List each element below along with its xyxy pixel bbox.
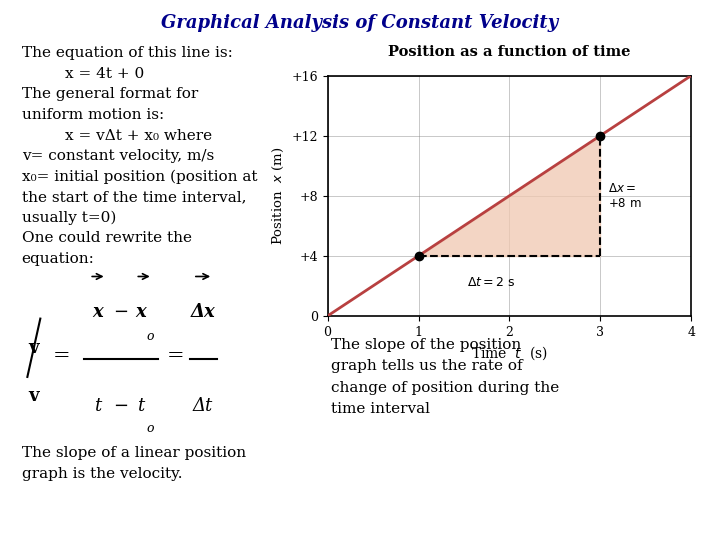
- Text: $\Delta x =$
$+ 8\ \mathrm{m}$: $\Delta x =$ $+ 8\ \mathrm{m}$: [608, 182, 642, 210]
- Text: t: t: [94, 397, 102, 415]
- Text: Δx: Δx: [191, 303, 215, 321]
- Text: The slope of a linear position: The slope of a linear position: [22, 446, 246, 460]
- X-axis label: Time  $t$  (s): Time $t$ (s): [471, 344, 548, 362]
- Text: x₀= initial position (position at: x₀= initial position (position at: [22, 170, 257, 184]
- Polygon shape: [418, 136, 600, 256]
- Text: v: v: [28, 339, 38, 357]
- Text: o: o: [147, 422, 154, 435]
- Text: graph is the velocity.: graph is the velocity.: [22, 467, 182, 481]
- Y-axis label: Position  $x$ (m): Position $x$ (m): [271, 146, 286, 245]
- Text: x: x: [93, 303, 103, 321]
- Text: time interval: time interval: [331, 402, 431, 416]
- Text: equation:: equation:: [22, 252, 94, 266]
- Text: The slope of the position: The slope of the position: [331, 338, 521, 352]
- Text: =: =: [167, 346, 184, 366]
- Text: v= constant velocity, m/s: v= constant velocity, m/s: [22, 149, 214, 163]
- Text: −: −: [113, 303, 129, 321]
- Text: −: −: [113, 397, 129, 415]
- Text: Graphical Analysis of Constant Velocity: Graphical Analysis of Constant Velocity: [161, 14, 559, 31]
- Text: v: v: [28, 387, 38, 406]
- Text: $\Delta t = 2\ \mathrm{s}$: $\Delta t = 2\ \mathrm{s}$: [467, 276, 516, 289]
- Text: Position as a function of time: Position as a function of time: [388, 45, 631, 59]
- Text: t: t: [138, 397, 145, 415]
- Text: The general format for: The general format for: [22, 87, 198, 102]
- Text: the start of the time interval,: the start of the time interval,: [22, 190, 246, 204]
- Text: Δt: Δt: [193, 397, 213, 415]
- Text: =: =: [53, 346, 71, 366]
- Text: x: x: [136, 303, 146, 321]
- Text: x = 4t + 0: x = 4t + 0: [65, 68, 144, 82]
- Text: uniform motion is:: uniform motion is:: [22, 108, 164, 122]
- Text: usually t=0): usually t=0): [22, 211, 116, 225]
- Text: One could rewrite the: One could rewrite the: [22, 231, 192, 245]
- Text: x = vΔt + x₀ where: x = vΔt + x₀ where: [65, 129, 212, 143]
- Text: The equation of this line is:: The equation of this line is:: [22, 46, 233, 60]
- Text: change of position during the: change of position during the: [331, 381, 559, 395]
- Text: graph tells us the rate of: graph tells us the rate of: [331, 359, 523, 373]
- Text: o: o: [147, 330, 154, 343]
